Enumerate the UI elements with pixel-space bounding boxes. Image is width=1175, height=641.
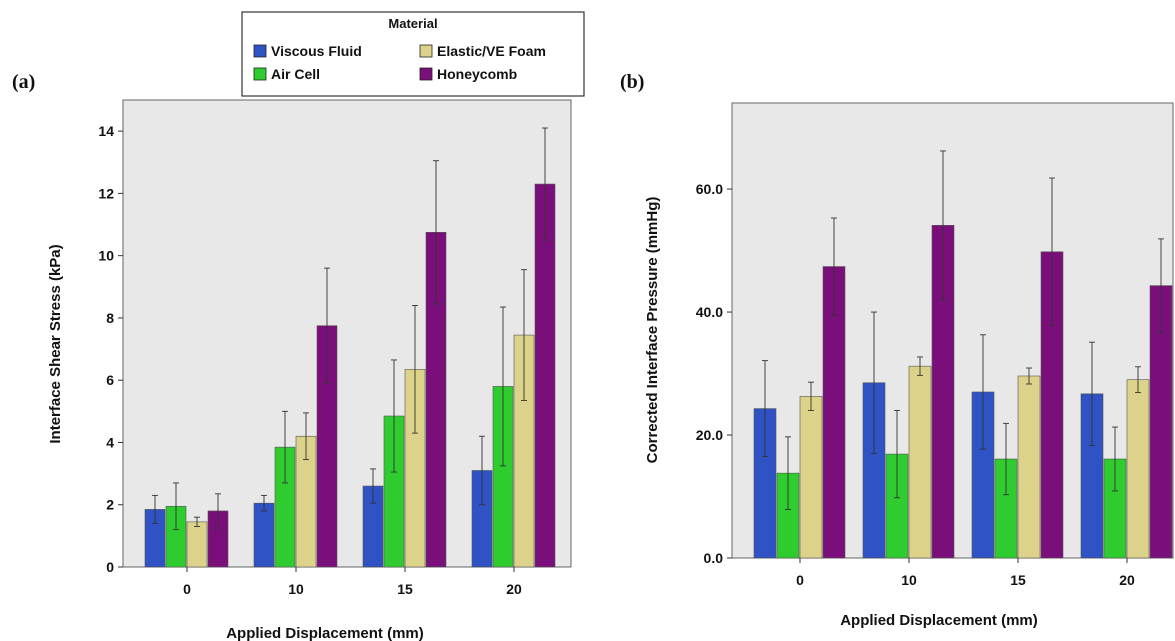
panel-b-y-ticks: 0.0 20.0 40.0 60.0 xyxy=(696,181,732,566)
panel-b-x-tick-label: 20 xyxy=(1119,572,1135,588)
panel-a-y-tick-label: 10 xyxy=(98,248,114,264)
panel-a-x-ticks: 0 10 15 20 xyxy=(183,567,522,597)
panel-a-y-axis-title: Interface Shear Stress (kPa) xyxy=(47,244,64,443)
panel-b-y-tick-label: 60.0 xyxy=(696,181,723,197)
panel-a-bar-viscous-fluid-10 xyxy=(253,502,275,568)
panel-b-x-tick-label: 15 xyxy=(1010,572,1026,588)
panel-b-x-ticks: 0 10 15 20 xyxy=(796,558,1135,588)
panel-b-label: (b) xyxy=(620,71,644,93)
panel-a-x-tick-label: 10 xyxy=(288,581,304,597)
panel-a-y-tick-label: 4 xyxy=(106,434,114,450)
panel-b-x-tick-label: 0 xyxy=(796,572,804,588)
legend-swatch-viscous-fluid xyxy=(253,44,267,58)
panel-b-bar-elastic-ve-foam-10 xyxy=(908,365,932,559)
panel-a-y-tick-label: 14 xyxy=(98,123,114,139)
panel-b-y-tick-label: 20.0 xyxy=(696,427,723,443)
legend-swatch-elastic-ve-foam xyxy=(419,44,433,58)
panel-b-y-axis-title: Corrected Interface Pressure (mmHg) xyxy=(644,197,661,464)
panel-b-y-tick-label: 0.0 xyxy=(704,550,724,566)
panel-a-bar-honeycomb-20 xyxy=(534,183,556,568)
panel-a-x-tick-label: 20 xyxy=(506,581,522,597)
panel-b-y-tick-label: 40.0 xyxy=(696,304,723,320)
panel-a-y-ticks: 0 2 4 6 8 10 12 14 xyxy=(98,123,123,575)
panel-b-bars xyxy=(753,150,1173,559)
panel-a-y-tick-label: 12 xyxy=(98,185,114,201)
panel-b: (b) 0.0 20.0 40.0 60.0 0 10 15 20 Applied Disp… xyxy=(620,71,1174,629)
panel-a-y-tick-label: 0 xyxy=(106,559,114,575)
panel-b-x-axis-title: Applied Displacement (mm) xyxy=(840,612,1038,629)
panel-a-x-tick-label: 15 xyxy=(397,581,413,597)
panel-a-y-tick-label: 2 xyxy=(106,497,114,513)
panel-a-bar-elastic-ve-foam-0 xyxy=(186,521,208,568)
legend-label-elastic-ve-foam: Elastic/VE Foam xyxy=(437,43,546,59)
panel-a-y-tick-label: 6 xyxy=(106,372,114,388)
panel-a-x-axis-title: Applied Displacement (mm) xyxy=(226,625,424,641)
panel-b-x-tick-label: 10 xyxy=(901,572,917,588)
panel-b-bar-elastic-ve-foam-20 xyxy=(1126,379,1150,559)
panel-a-y-tick-label: 8 xyxy=(106,310,114,326)
legend-label-viscous-fluid: Viscous Fluid xyxy=(271,43,362,59)
legend: Material Viscous Fluid Elastic/VE Foam A… xyxy=(241,11,585,97)
legend-title: Material xyxy=(388,16,437,31)
legend-label-air-cell: Air Cell xyxy=(271,66,320,82)
panel-a-label: (a) xyxy=(12,71,35,93)
panel-b-bar-elastic-ve-foam-15 xyxy=(1017,375,1041,559)
legend-swatch-air-cell xyxy=(253,67,267,81)
panel-a: (a) 0 2 4 6 8 10 12 14 0 10 15 20 Applied Displace… xyxy=(12,71,572,641)
legend-label-honeycomb: Honeycomb xyxy=(437,66,517,82)
panel-a-bars xyxy=(144,127,556,568)
legend-box xyxy=(241,11,585,97)
panel-a-x-tick-label: 0 xyxy=(183,581,191,597)
legend-swatch-honeycomb xyxy=(419,67,433,81)
panel-b-bar-elastic-ve-foam-0 xyxy=(799,395,823,559)
